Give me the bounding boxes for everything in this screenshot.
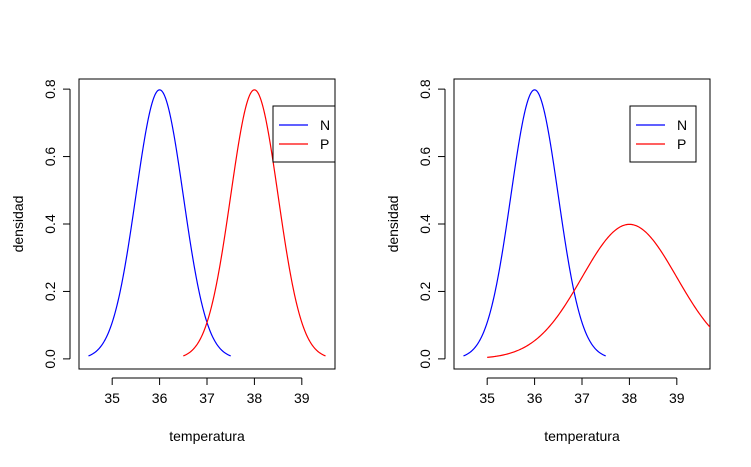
legend-box: [629, 105, 697, 163]
y-tick-label: 0.8: [417, 79, 433, 99]
y-tick-label: 0.4: [42, 214, 58, 234]
series-line-n: [463, 89, 606, 357]
x-tick-label: 35: [479, 390, 495, 406]
legend-label-p: P: [320, 136, 329, 152]
x-tick-label: 36: [152, 390, 168, 406]
y-tick-label: 0.8: [42, 79, 58, 99]
x-axis-title: temperatura: [169, 428, 245, 444]
legend: NP: [629, 105, 697, 163]
legend-label-n: N: [677, 117, 687, 133]
legend-label-n: N: [320, 117, 330, 133]
plot-frame: [453, 78, 711, 370]
x-tick-label: 35: [104, 390, 120, 406]
series-line-p: [183, 89, 326, 357]
y-tick-label: 0.6: [417, 147, 433, 167]
x-tick-label: 38: [622, 390, 638, 406]
x-tick-label: 37: [199, 390, 215, 406]
x-tick-label: 39: [294, 390, 310, 406]
x-tick-label: 36: [527, 390, 543, 406]
y-tick-label: 0.2: [417, 282, 433, 302]
y-tick-label: 0.0: [417, 349, 433, 369]
series-line-p: [487, 223, 710, 358]
legend: NP: [272, 105, 336, 163]
x-tick-label: 38: [247, 390, 263, 406]
y-tick-label: 0.2: [42, 282, 58, 302]
x-tick-label: 39: [669, 390, 685, 406]
y-tick-label: 0.4: [417, 214, 433, 234]
legend-label-p: P: [677, 136, 686, 152]
x-tick-label: 37: [574, 390, 590, 406]
y-axis-title: densidad: [10, 196, 26, 253]
legend-box: [272, 105, 336, 163]
y-tick-label: 0.6: [42, 147, 58, 167]
x-axis-title: temperatura: [544, 428, 620, 444]
panel-1: 35 36 37 38 39 0.0 0.2 0.4 0.6 0.8 temperatura dens…: [10, 78, 336, 444]
panel-2: 35 36 37 38 39 0.0 0.2 0.4 0.6 0.8 temperatura dens…: [385, 78, 711, 444]
y-tick-label: 0.0: [42, 349, 58, 369]
y-axis-title: densidad: [385, 196, 401, 253]
plot-frame: [78, 78, 336, 370]
